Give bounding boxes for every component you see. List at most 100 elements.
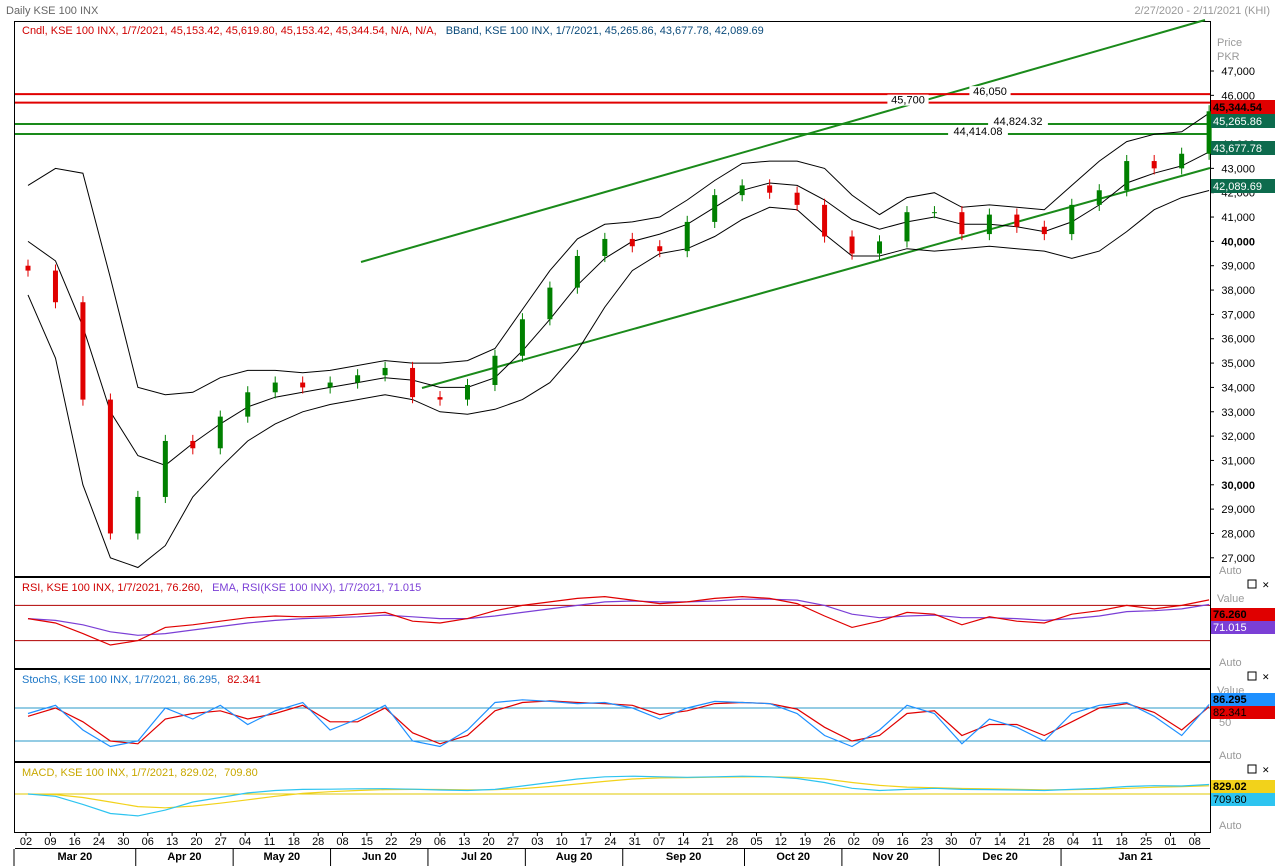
candle-body xyxy=(931,212,937,214)
x-day-label: 08 xyxy=(336,836,348,848)
x-day-label: 08 xyxy=(1189,836,1201,848)
legend-bband: BBand, KSE 100 INX, 1/7/2021, 45,265.86,… xyxy=(446,25,764,37)
candle-body xyxy=(1069,204,1075,235)
rsi-ema-line xyxy=(27,598,1210,636)
x-day-label: 04 xyxy=(239,836,251,848)
price-badge: 45,265.86 xyxy=(1213,116,1262,128)
stoch-panel-controls[interactable]: ✕ xyxy=(1247,671,1270,683)
stoch-close-icon[interactable]: ✕ xyxy=(1262,673,1270,683)
candle-body xyxy=(519,319,525,356)
candlesticks xyxy=(25,105,1212,540)
x-day-label: 19 xyxy=(799,836,811,848)
stoch-k-badge-bg xyxy=(1211,693,1275,706)
rsi-ema-badge: 71.015 xyxy=(1213,622,1247,634)
x-day-label: 11 xyxy=(1092,836,1103,848)
candle-body xyxy=(272,382,278,393)
candle-body xyxy=(1179,153,1185,169)
candle-body xyxy=(684,221,690,252)
price-tick-label: 27,000 xyxy=(1221,553,1255,565)
x-day-label: 12 xyxy=(775,836,787,848)
rsi-maximize-icon[interactable] xyxy=(1247,579,1257,589)
price-tick-label: 30,000 xyxy=(1221,480,1255,492)
x-month-label: Oct 20 xyxy=(776,851,810,863)
price-auto-label[interactable]: Auto xyxy=(1219,565,1242,577)
macd-close-icon[interactable]: ✕ xyxy=(1262,766,1270,776)
x-month-label: Sep 20 xyxy=(666,851,701,863)
price-tick-label: 28,000 xyxy=(1221,528,1255,540)
candle-body xyxy=(355,375,361,383)
x-day-label: 16 xyxy=(896,836,908,848)
bollinger-bands xyxy=(27,112,1210,569)
x-day-label: 16 xyxy=(69,836,81,848)
trend-channel xyxy=(360,19,1211,389)
rsi-auto-label[interactable]: Auto xyxy=(1219,657,1242,669)
stoch-panel-frame xyxy=(14,669,1211,762)
window-title: Daily KSE 100 INX xyxy=(6,5,99,17)
price-badge: 45,344.54 xyxy=(1213,102,1263,114)
x-day-label: 07 xyxy=(653,836,665,848)
x-day-label: 05 xyxy=(750,836,762,848)
macd-badge: 829.02 xyxy=(1213,781,1247,793)
x-day-label: 06 xyxy=(142,836,154,848)
channel-upper-line xyxy=(360,19,1206,263)
stoch-maximize-icon[interactable] xyxy=(1247,671,1257,681)
candle-body xyxy=(877,241,883,254)
price-badge-bg xyxy=(1211,179,1275,193)
x-day-label: 15 xyxy=(361,836,373,848)
price-tick-label: 37,000 xyxy=(1221,309,1255,321)
x-month-label: Mar 20 xyxy=(57,851,92,863)
stoch-d-badge-bg xyxy=(1211,706,1275,719)
candle-body xyxy=(162,440,168,497)
candle-body xyxy=(1151,161,1157,169)
candle-body xyxy=(382,367,388,376)
rsi-panel-frame xyxy=(14,577,1211,669)
price-tick-label: 41,000 xyxy=(1221,212,1255,224)
candle-body xyxy=(190,440,196,449)
price-panel-frame xyxy=(14,21,1211,577)
stoch-legend-k: StochS, KSE 100 INX, 1/7/2021, 86.295, xyxy=(22,674,220,686)
candle-body xyxy=(300,382,306,388)
x-day-label: 29 xyxy=(409,836,421,848)
macd-auto-label[interactable]: Auto xyxy=(1219,820,1242,832)
price-badge: 43,677.78 xyxy=(1213,143,1262,155)
candle-body xyxy=(217,416,223,449)
x-day-label: 28 xyxy=(726,836,738,848)
candle-body xyxy=(767,185,773,193)
rsi-badge: 76.260 xyxy=(1213,609,1247,621)
x-day-label: 18 xyxy=(1116,836,1128,848)
candle-body xyxy=(1124,161,1130,191)
candle-body xyxy=(574,255,580,288)
x-day-label: 21 xyxy=(702,836,714,848)
candle-body xyxy=(464,384,470,400)
x-day-label: 25 xyxy=(1140,836,1152,848)
stoch-auto-label[interactable]: Auto xyxy=(1219,750,1242,762)
macd-maximize-icon[interactable] xyxy=(1247,764,1257,774)
price-axis-ticks: 47,00046,00045,00044,00043,00042,00041,0… xyxy=(1210,66,1255,565)
price-badge: 42,089.69 xyxy=(1213,181,1262,193)
candle-body xyxy=(739,185,745,196)
level-label: 44,824.32 xyxy=(994,116,1043,128)
candle-body xyxy=(25,265,31,271)
x-day-label: 13 xyxy=(166,836,178,848)
rsi-badge-bg xyxy=(1211,608,1275,621)
x-day-label: 28 xyxy=(1043,836,1055,848)
macd-signal-badge: 709.80 xyxy=(1213,794,1247,806)
rsi-close-icon[interactable]: ✕ xyxy=(1262,581,1270,591)
x-day-label: 13 xyxy=(458,836,470,848)
price-tick-label: 40,000 xyxy=(1221,236,1255,248)
price-tick-label: 47,000 xyxy=(1221,66,1255,78)
level-label: 45,700 xyxy=(891,95,925,107)
price-tick-label: 39,000 xyxy=(1221,261,1255,273)
rsi-panel-controls[interactable]: ✕ xyxy=(1247,579,1270,591)
price-tick-label: 35,000 xyxy=(1221,358,1255,370)
rsi-lines xyxy=(15,595,1210,646)
macd-signal-line xyxy=(27,776,1210,809)
x-day-label: 11 xyxy=(264,836,275,848)
x-day-label: 03 xyxy=(531,836,543,848)
candle-body xyxy=(959,212,965,235)
x-day-label: 22 xyxy=(385,836,397,848)
macd-panel-controls[interactable]: ✕ xyxy=(1247,764,1270,776)
macd-legend: MACD, KSE 100 INX, 1/7/2021, 829.02, 709… xyxy=(22,767,258,779)
candle-body xyxy=(410,367,416,398)
